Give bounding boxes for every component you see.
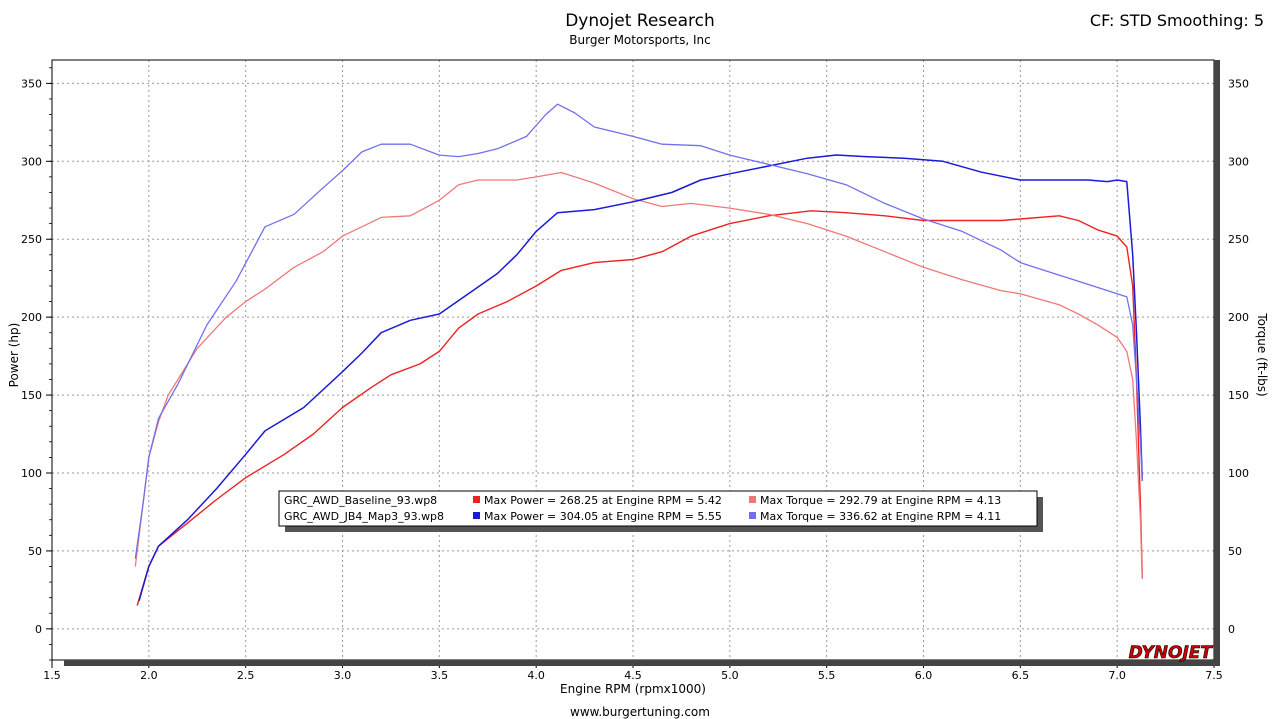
grid-layer: [52, 60, 1214, 660]
correction-factor-label: CF: STD Smoothing: 5: [1090, 11, 1264, 30]
legend-file-jb4: GRC_AWD_JB4_Map3_93.wp8: [284, 510, 444, 523]
y2-tick-label: 50: [1228, 545, 1242, 558]
x-tick-label: 6.5: [1012, 669, 1030, 682]
x-tick-label: 2.5: [237, 669, 255, 682]
legend-swatch-baseline-power: [473, 496, 480, 503]
x-axis-title: Engine RPM (rpmx1000): [560, 682, 706, 696]
dynojet-logo: DYNOJET: [1128, 643, 1214, 664]
x-tick-label: 4.0: [527, 669, 545, 682]
legend-swatch-jb4-power: [473, 512, 480, 519]
x-tick-label: 5.5: [818, 669, 836, 682]
y-tick-label: 250: [21, 233, 42, 246]
legend-background: [278, 490, 1038, 527]
y2-tick-label: 150: [1228, 389, 1249, 402]
legend-swatch-jb4-torque: [749, 512, 756, 519]
x-tick-label: 1.5: [43, 669, 61, 682]
chart-subtitle: Burger Motorsports, Inc: [569, 33, 710, 47]
legend-swatch-baseline-torque: [749, 496, 756, 503]
y-tick-label: 150: [21, 389, 42, 402]
legend-jb4-torque: Max Torque = 336.62 at Engine RPM = 4.11: [760, 510, 1001, 523]
series-layer: [134, 103, 1144, 606]
baseline-torque-line: [134, 171, 1143, 580]
x-tick-label: 5.0: [721, 669, 739, 682]
axis-labels: 1.5 2.0 2.5 3.0 3.5 4.0 4.5 5.0 5.5 6.0 6.5 7.0 7.5 0…: [21, 77, 1249, 682]
y-tick-label: 100: [21, 467, 42, 480]
y2-axis-title: Torque (ft-lbs): [1255, 312, 1269, 396]
right-axis-band: [1214, 60, 1220, 666]
baseline-power-line: [136, 210, 1143, 606]
x-tick-label: 3.5: [431, 669, 449, 682]
x-axis-band: [64, 660, 1214, 666]
y2-tick-label: 250: [1228, 233, 1249, 246]
chart-title: Dynojet Research: [565, 11, 715, 31]
legend-box: GRC_AWD_Baseline_93.wp8 Max Power = 268.…: [278, 490, 1043, 532]
jb4-torque-line: [134, 103, 1143, 559]
y-tick-label: 300: [21, 155, 42, 168]
x-tick-label: 2.0: [140, 669, 158, 682]
y2-tick-label: 350: [1228, 77, 1249, 90]
legend-baseline-power: Max Power = 268.25 at Engine RPM = 5.42: [484, 494, 722, 507]
minor-ticks: [46, 67, 1220, 668]
legend-jb4-power: Max Power = 304.05 at Engine RPM = 5.55: [484, 510, 722, 523]
y2-tick-label: 300: [1228, 155, 1249, 168]
y-tick-label: 50: [28, 545, 42, 558]
y2-tick-label: 200: [1228, 311, 1249, 324]
y-axis-title: Power (hp): [7, 323, 21, 388]
logo-text: DYNOJET: [1129, 643, 1214, 663]
x-tick-label: 6.0: [915, 669, 933, 682]
y2-tick-label: 100: [1228, 467, 1249, 480]
y-tick-label: 200: [21, 311, 42, 324]
x-tick-label: 4.5: [624, 669, 642, 682]
legend-file-baseline: GRC_AWD_Baseline_93.wp8: [284, 494, 437, 507]
jb4-power-line: [138, 154, 1144, 602]
x-tick-label: 7.0: [1108, 669, 1126, 682]
y-tick-label: 0: [35, 623, 42, 636]
footer-url: www.burgertuning.com: [570, 705, 710, 719]
x-tick-label: 3.0: [334, 669, 352, 682]
x-tick-label: 7.5: [1205, 669, 1223, 682]
y-tick-label: 350: [21, 77, 42, 90]
legend-baseline-torque: Max Torque = 292.79 at Engine RPM = 4.13: [760, 494, 1001, 507]
y2-tick-label: 0: [1228, 623, 1235, 636]
